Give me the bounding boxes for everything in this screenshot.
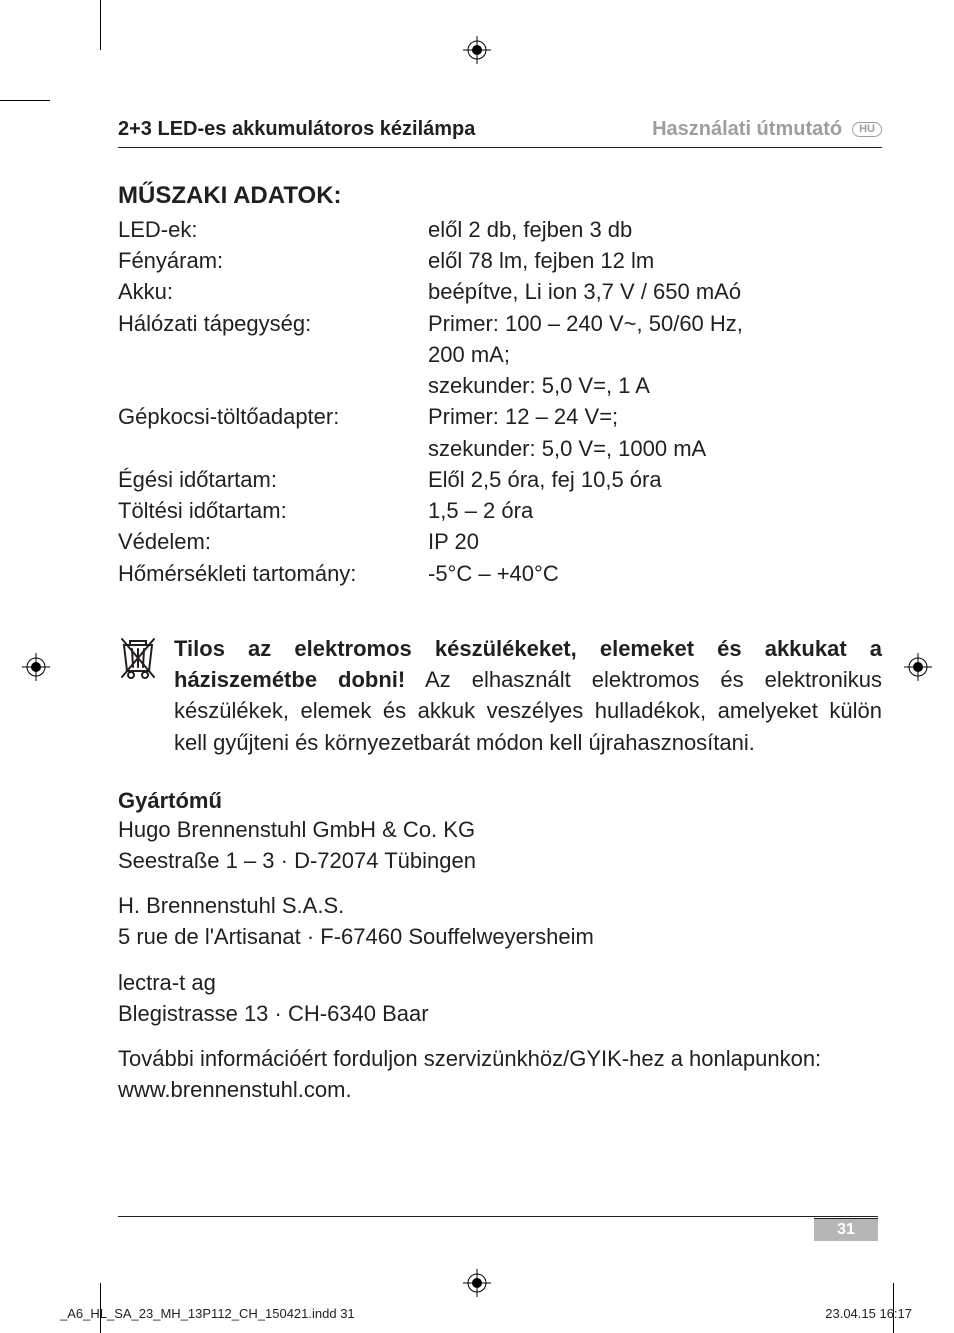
- spec-row: Gépkocsi-töltőadapter:Primer: 12 – 24 V=…: [118, 401, 882, 432]
- spec-row: Hálózati tápegység:Primer: 100 – 240 V~,…: [118, 308, 882, 339]
- footer-timestamp: 23.04.15 16:17: [825, 1306, 912, 1321]
- registration-mark-left: [22, 653, 50, 681]
- spec-row: Fényáram:elől 78 lm, fejben 12 lm: [118, 245, 882, 276]
- specs-table: LED-ek:elől 2 db, fejben 3 db Fényáram:e…: [118, 214, 882, 589]
- spec-label: Védelem:: [118, 526, 428, 557]
- spec-label: Hálózati tápegység:: [118, 308, 428, 339]
- spec-label: Akku:: [118, 276, 428, 307]
- spec-value: IP 20: [428, 526, 882, 557]
- manufacturer-block-2: lectra-t ag Blegistrasse 13 · CH-6340 Ba…: [118, 967, 882, 1029]
- trim-mark: [100, 0, 101, 50]
- spec-label: [118, 339, 428, 370]
- manufacturer-block-1: H. Brennenstuhl S.A.S. 5 rue de l'Artisa…: [118, 890, 882, 952]
- registration-mark-top: [463, 36, 491, 64]
- registration-mark-right: [904, 653, 932, 681]
- spec-label: Hőmérsékleti tartomány:: [118, 558, 428, 589]
- spec-value: elől 78 lm, fejben 12 lm: [428, 245, 882, 276]
- spec-value: szekunder: 5,0 V=, 1 A: [428, 370, 882, 401]
- manufacturer-heading: Gyártómű: [118, 788, 882, 814]
- spec-label: Töltési időtartam:: [118, 495, 428, 526]
- spec-row: Égési időtartam:Elől 2,5 óra, fej 10,5 ó…: [118, 464, 882, 495]
- spec-value: 200 mA;: [428, 339, 882, 370]
- page-content: 2+3 LED-es akkumulátoros kézilámpa Haszn…: [118, 118, 882, 1261]
- spec-value: szekunder: 5,0 V=, 1000 mA: [428, 433, 882, 464]
- running-head: 2+3 LED-es akkumulátoros kézilámpa Haszn…: [118, 118, 882, 148]
- spec-label: Égési időtartam:: [118, 464, 428, 495]
- spec-value: Primer: 12 – 24 V=;: [428, 401, 882, 432]
- spec-label: [118, 370, 428, 401]
- weee-notice: Tilos az elektromos készülékeket, elemek…: [118, 633, 882, 758]
- spec-value: Elől 2,5 óra, fej 10,5 óra: [428, 464, 882, 495]
- weee-bin-icon: [118, 633, 160, 758]
- spec-value: -5°C – +40°C: [428, 558, 882, 589]
- spec-value: beépítve, Li ion 3,7 V / 650 mAó: [428, 276, 882, 307]
- spec-label: Gépkocsi-töltőadapter:: [118, 401, 428, 432]
- page-number: 31: [814, 1218, 878, 1241]
- spec-row: 200 mA;: [118, 339, 882, 370]
- spec-row: Akku:beépítve, Li ion 3,7 V / 650 mAó: [118, 276, 882, 307]
- manufacturer-block-0: Hugo Brennenstuhl GmbH & Co. KG Seestraß…: [118, 814, 882, 876]
- page-number-rule: [118, 1216, 878, 1217]
- trim-mark: [0, 100, 50, 101]
- spec-row: Hőmérsékleti tartomány:-5°C – +40°C: [118, 558, 882, 589]
- spec-row: szekunder: 5,0 V=, 1 A: [118, 370, 882, 401]
- spec-label: LED-ek:: [118, 214, 428, 245]
- language-badge: HU: [852, 122, 882, 137]
- spec-row: szekunder: 5,0 V=, 1000 mA: [118, 433, 882, 464]
- running-head-title: 2+3 LED-es akkumulátoros kézilámpa: [118, 118, 475, 141]
- spec-row: Védelem:IP 20: [118, 526, 882, 557]
- spec-label: Fényáram:: [118, 245, 428, 276]
- spec-value: 1,5 – 2 óra: [428, 495, 882, 526]
- spec-row: Töltési időtartam:1,5 – 2 óra: [118, 495, 882, 526]
- spec-value: Primer: 100 – 240 V~, 50/60 Hz,: [428, 308, 882, 339]
- running-head-guide: Használati útmutató: [652, 118, 842, 141]
- registration-mark-bottom: [463, 1269, 491, 1297]
- more-info: További információért forduljon szervizü…: [118, 1043, 882, 1105]
- spec-row: LED-ek:elől 2 db, fejben 3 db: [118, 214, 882, 245]
- spec-label: [118, 433, 428, 464]
- specs-heading: MŰSZAKI ADATOK:: [118, 182, 882, 210]
- spec-value: elől 2 db, fejben 3 db: [428, 214, 882, 245]
- print-footer: _A6_HL_SA_23_MH_13P112_CH_150421.indd 31…: [60, 1306, 912, 1321]
- footer-file: _A6_HL_SA_23_MH_13P112_CH_150421.indd 31: [60, 1306, 355, 1321]
